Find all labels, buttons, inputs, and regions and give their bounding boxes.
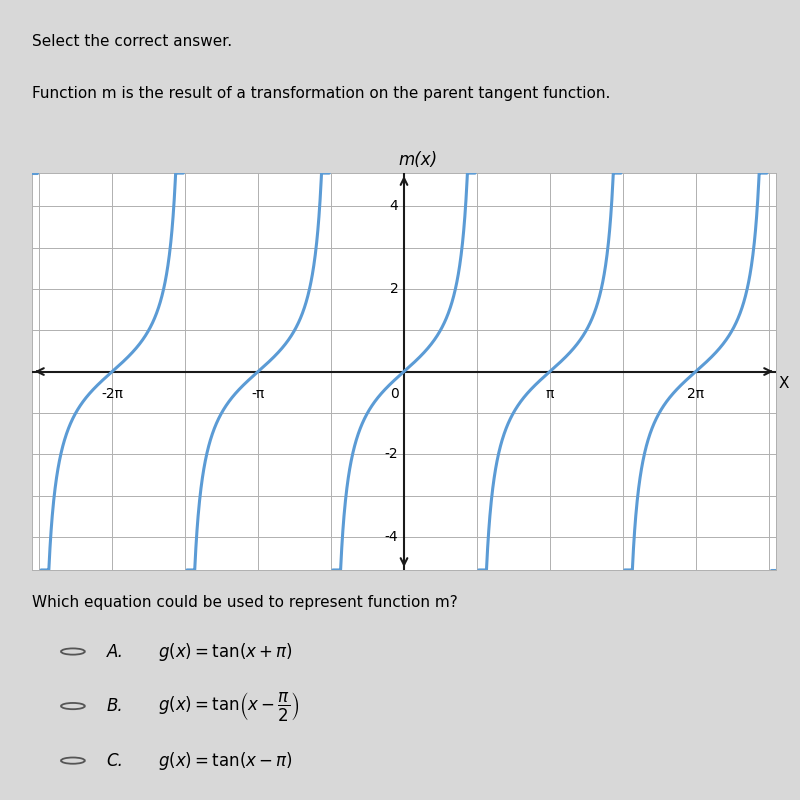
Text: -π: -π bbox=[251, 387, 265, 402]
Text: π: π bbox=[546, 387, 554, 402]
Text: Which equation could be used to represent function m?: Which equation could be used to represen… bbox=[32, 595, 458, 610]
Text: Select the correct answer.: Select the correct answer. bbox=[32, 34, 232, 50]
Text: C.: C. bbox=[106, 752, 123, 770]
Text: 4: 4 bbox=[390, 199, 398, 213]
Text: 0: 0 bbox=[390, 387, 399, 402]
Text: 2: 2 bbox=[390, 282, 398, 296]
Text: $g(x) = \tan(x - \pi)$: $g(x) = \tan(x - \pi)$ bbox=[158, 750, 294, 772]
Text: m(x): m(x) bbox=[398, 151, 438, 169]
Text: X: X bbox=[778, 377, 789, 391]
Text: -2π: -2π bbox=[102, 387, 123, 402]
Text: $g(x) = \tan(x + \pi)$: $g(x) = \tan(x + \pi)$ bbox=[158, 641, 294, 662]
Text: 2π: 2π bbox=[687, 387, 704, 402]
Text: -4: -4 bbox=[385, 530, 398, 544]
Text: -2: -2 bbox=[385, 447, 398, 462]
Text: $g(x) = \tan\!\left(x - \dfrac{\pi}{2}\right)$: $g(x) = \tan\!\left(x - \dfrac{\pi}{2}\r… bbox=[158, 690, 300, 722]
Text: B.: B. bbox=[106, 697, 123, 715]
Text: Function m is the result of a transformation on the parent tangent function.: Function m is the result of a transforma… bbox=[32, 86, 610, 102]
Text: A.: A. bbox=[106, 642, 123, 661]
